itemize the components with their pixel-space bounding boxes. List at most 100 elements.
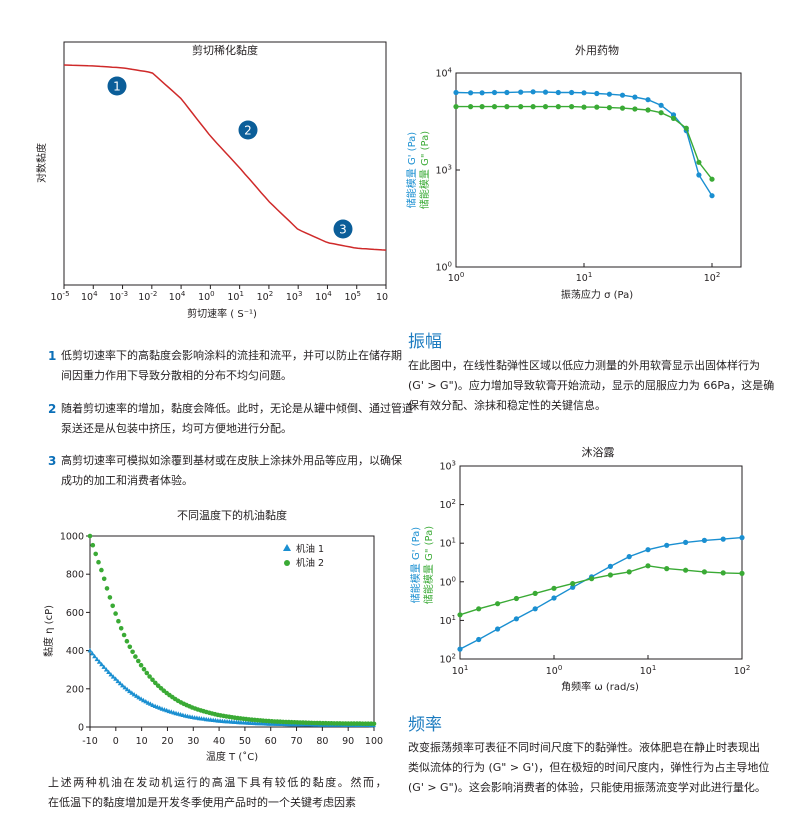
oil2-point	[207, 710, 212, 716]
storage-modulus-point	[696, 172, 702, 178]
storage-modulus-point	[513, 616, 520, 622]
oil1-point	[120, 683, 125, 688]
oil1-point	[278, 721, 283, 726]
oil1-point	[171, 710, 177, 715]
y-tick-label: 0	[78, 723, 84, 734]
oil2-point	[371, 721, 377, 727]
y-tick-label: 100	[435, 261, 452, 274]
oil1-point	[308, 722, 314, 727]
oil2-point	[238, 716, 243, 721]
x-axis-label: 温度 T (˚C)	[206, 750, 258, 763]
oil2-point	[309, 720, 314, 726]
oil1-point	[350, 722, 355, 727]
oil1-point	[250, 720, 256, 725]
oil2-point	[113, 611, 118, 616]
oil1-point	[168, 709, 174, 714]
oil1-point	[252, 720, 258, 726]
loss-modulus-point	[645, 107, 651, 113]
oil1-point	[157, 705, 163, 710]
oil1-point	[196, 715, 202, 721]
loss-modulus-point	[518, 104, 524, 110]
oil2-point	[334, 721, 340, 726]
oil1-point	[173, 710, 179, 716]
loss-modulus-point	[569, 104, 575, 110]
oil1-point	[143, 699, 149, 704]
oil1-point	[303, 722, 309, 727]
y-tick-label: 600	[66, 608, 84, 619]
oil1-point	[206, 717, 211, 722]
oil2-point	[368, 721, 374, 726]
oil1-point	[227, 719, 232, 724]
oil2-point	[150, 677, 155, 683]
oil2-point	[295, 720, 300, 725]
oil1-point	[208, 717, 214, 722]
item-number: 2	[48, 402, 57, 416]
x-tick-label: 80	[316, 736, 328, 747]
oil1-point	[103, 667, 109, 672]
loss-modulus-point	[658, 110, 664, 116]
y-tick-label: 100	[439, 575, 456, 588]
oil1-point	[117, 680, 123, 686]
amplitude-paragraph-line: 保有效分配、涂抹和稳定性的关键信息。	[408, 399, 606, 412]
chart-title: 沐浴露	[582, 446, 615, 459]
oil-footer-line: 上述两种机油在发动机运行的高温下具有较低的黏度。然而，	[48, 776, 389, 789]
item-number: 3	[48, 454, 57, 468]
plot-frame	[63, 41, 387, 286]
loss-modulus-point	[453, 104, 459, 110]
oil1-point	[292, 721, 297, 727]
loss-modulus-point	[530, 104, 536, 110]
annotation-badge-label: 3	[339, 223, 347, 237]
legend-circle-icon	[284, 560, 290, 566]
loss-modulus-point	[479, 104, 485, 110]
legend-triangle-icon	[283, 544, 291, 551]
oil1-point	[155, 704, 160, 709]
oil1-point	[129, 690, 135, 695]
x-tick-label: 102	[257, 290, 274, 303]
x-tick-label: 104	[81, 290, 98, 303]
item-text-line: 高剪切速率可模拟如涂覆到基材或在皮肤上涂抹外用品等应用，以确保	[61, 454, 402, 467]
oil1-point	[296, 722, 302, 727]
oil2-point	[224, 714, 229, 719]
oil1-point	[99, 661, 104, 667]
oil2-point	[104, 586, 110, 591]
oil2-point	[181, 701, 186, 707]
x-tick-label: 10-5	[50, 290, 69, 303]
oil2-point	[198, 708, 204, 713]
oil1-point	[215, 718, 221, 723]
oil2-point	[96, 559, 101, 565]
oil1-point	[124, 686, 130, 692]
oil1-point	[282, 721, 288, 727]
y-tick-label: 800	[66, 570, 84, 581]
oil2-point	[300, 720, 306, 725]
storage-modulus-point	[542, 89, 549, 95]
oil1-point	[134, 693, 139, 698]
oil1-point	[333, 722, 339, 727]
x-tick-label: 100	[546, 664, 563, 677]
x-tick-label: 102	[734, 664, 751, 677]
oil2-point	[187, 704, 192, 709]
oil2-point	[283, 719, 289, 725]
numbered-item: 1 低剪切速率下的高黏度会影响涂料的流挂和流平，并可以防止在储存期 间因重力作用下导…	[48, 346, 402, 386]
x-tick-label: 105	[344, 290, 361, 303]
oil1-point	[87, 648, 93, 653]
storage-modulus-point	[683, 539, 689, 546]
x-tick-label: 20	[161, 736, 173, 747]
oil1-point	[115, 678, 121, 684]
oil2-point	[297, 720, 303, 725]
oil1-point	[299, 722, 304, 727]
oil1-point	[306, 722, 311, 727]
item-text-line: 随着剪切速率的增加，黏度会降低。此时，无论是从罐中倾倒、通过管道	[61, 402, 413, 415]
oil2-point	[346, 721, 351, 726]
oil1-point	[266, 721, 272, 726]
oil1-point	[352, 722, 358, 727]
oil2-point	[275, 719, 280, 724]
oil1-point	[224, 719, 230, 724]
item-text-line: 泵送还是从包装中挤压，均可方便地进行分配。	[61, 422, 292, 435]
oil1-point	[347, 722, 353, 727]
oil1-point	[199, 716, 204, 721]
oil1-point	[213, 717, 218, 723]
storage-modulus-point	[495, 626, 501, 632]
oil2-point	[292, 720, 297, 725]
oil2-point	[192, 706, 198, 711]
oil2-point	[249, 717, 255, 722]
